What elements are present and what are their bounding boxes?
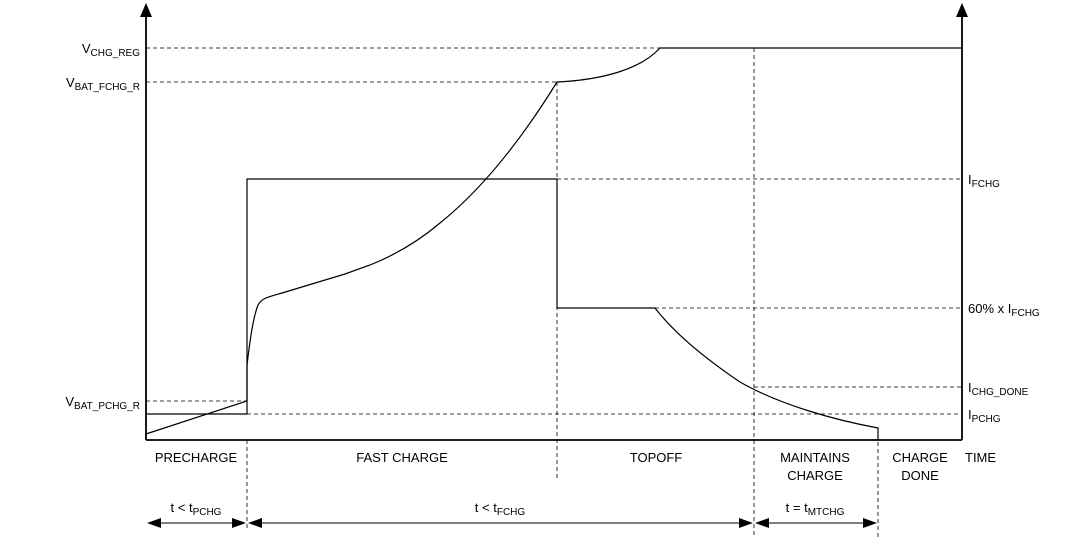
phase-maintains-line2: CHARGE — [787, 468, 843, 483]
charge-current-curve — [146, 178, 879, 440]
phase-labels: PRECHARGE FAST CHARGE TOPOFF MAINTAINS C… — [155, 450, 997, 483]
left-y-axis-arrowhead — [140, 3, 152, 17]
timer-labels: t < tPCHG t < tFCHG t = tMTCHG — [171, 500, 845, 518]
reference-lines — [146, 47, 962, 415]
phase-done-line1: CHARGE — [892, 450, 948, 465]
timer-arrow-pchg-right-head — [232, 518, 246, 528]
phase-precharge: PRECHARGE — [155, 450, 238, 465]
label-v-bat-pchg-r: VBAT_PCHG_R — [65, 394, 140, 412]
label-v-bat-fchg-r: VBAT_FCHG_R — [66, 75, 140, 93]
timer-label-pchg: t < tPCHG — [171, 500, 222, 518]
timer-arrow-pchg-left-head — [147, 518, 161, 528]
battery-voltage-curve — [145, 47, 962, 435]
left-axis-labels: VCHG_REG VBAT_FCHG_R VBAT_PCHG_R — [65, 41, 140, 412]
right-axis-labels: IFCHG 60% x IFCHG ICHG_DONE IPCHG — [968, 172, 1040, 425]
timer-arrow-fchg-right-head — [739, 518, 753, 528]
label-i-fchg: IFCHG — [968, 172, 1000, 190]
timer-arrows — [147, 518, 877, 528]
phase-fast-charge: FAST CHARGE — [356, 450, 448, 465]
label-i-60pct-fchg: 60% x IFCHG — [968, 301, 1040, 319]
phase-maintains-line1: MAINTAINS — [780, 450, 850, 465]
timer-arrow-mtchg-right-head — [863, 518, 877, 528]
timer-label-mtchg: t = tMTCHG — [786, 500, 845, 518]
label-i-pchg: IPCHG — [968, 407, 1001, 425]
phase-done-line2: DONE — [901, 468, 939, 483]
timer-arrow-fchg-left-head — [248, 518, 262, 528]
timer-arrow-mtchg-left-head — [755, 518, 769, 528]
label-v-chg-reg: VCHG_REG — [82, 41, 140, 59]
timer-label-fchg: t < tFCHG — [475, 500, 526, 518]
axis-label-time: TIME — [965, 450, 996, 465]
phase-topoff: TOPOFF — [630, 450, 683, 465]
right-y-axis-arrowhead — [956, 3, 968, 17]
label-i-chg-done: ICHG_DONE — [968, 380, 1029, 398]
axes — [140, 3, 968, 441]
